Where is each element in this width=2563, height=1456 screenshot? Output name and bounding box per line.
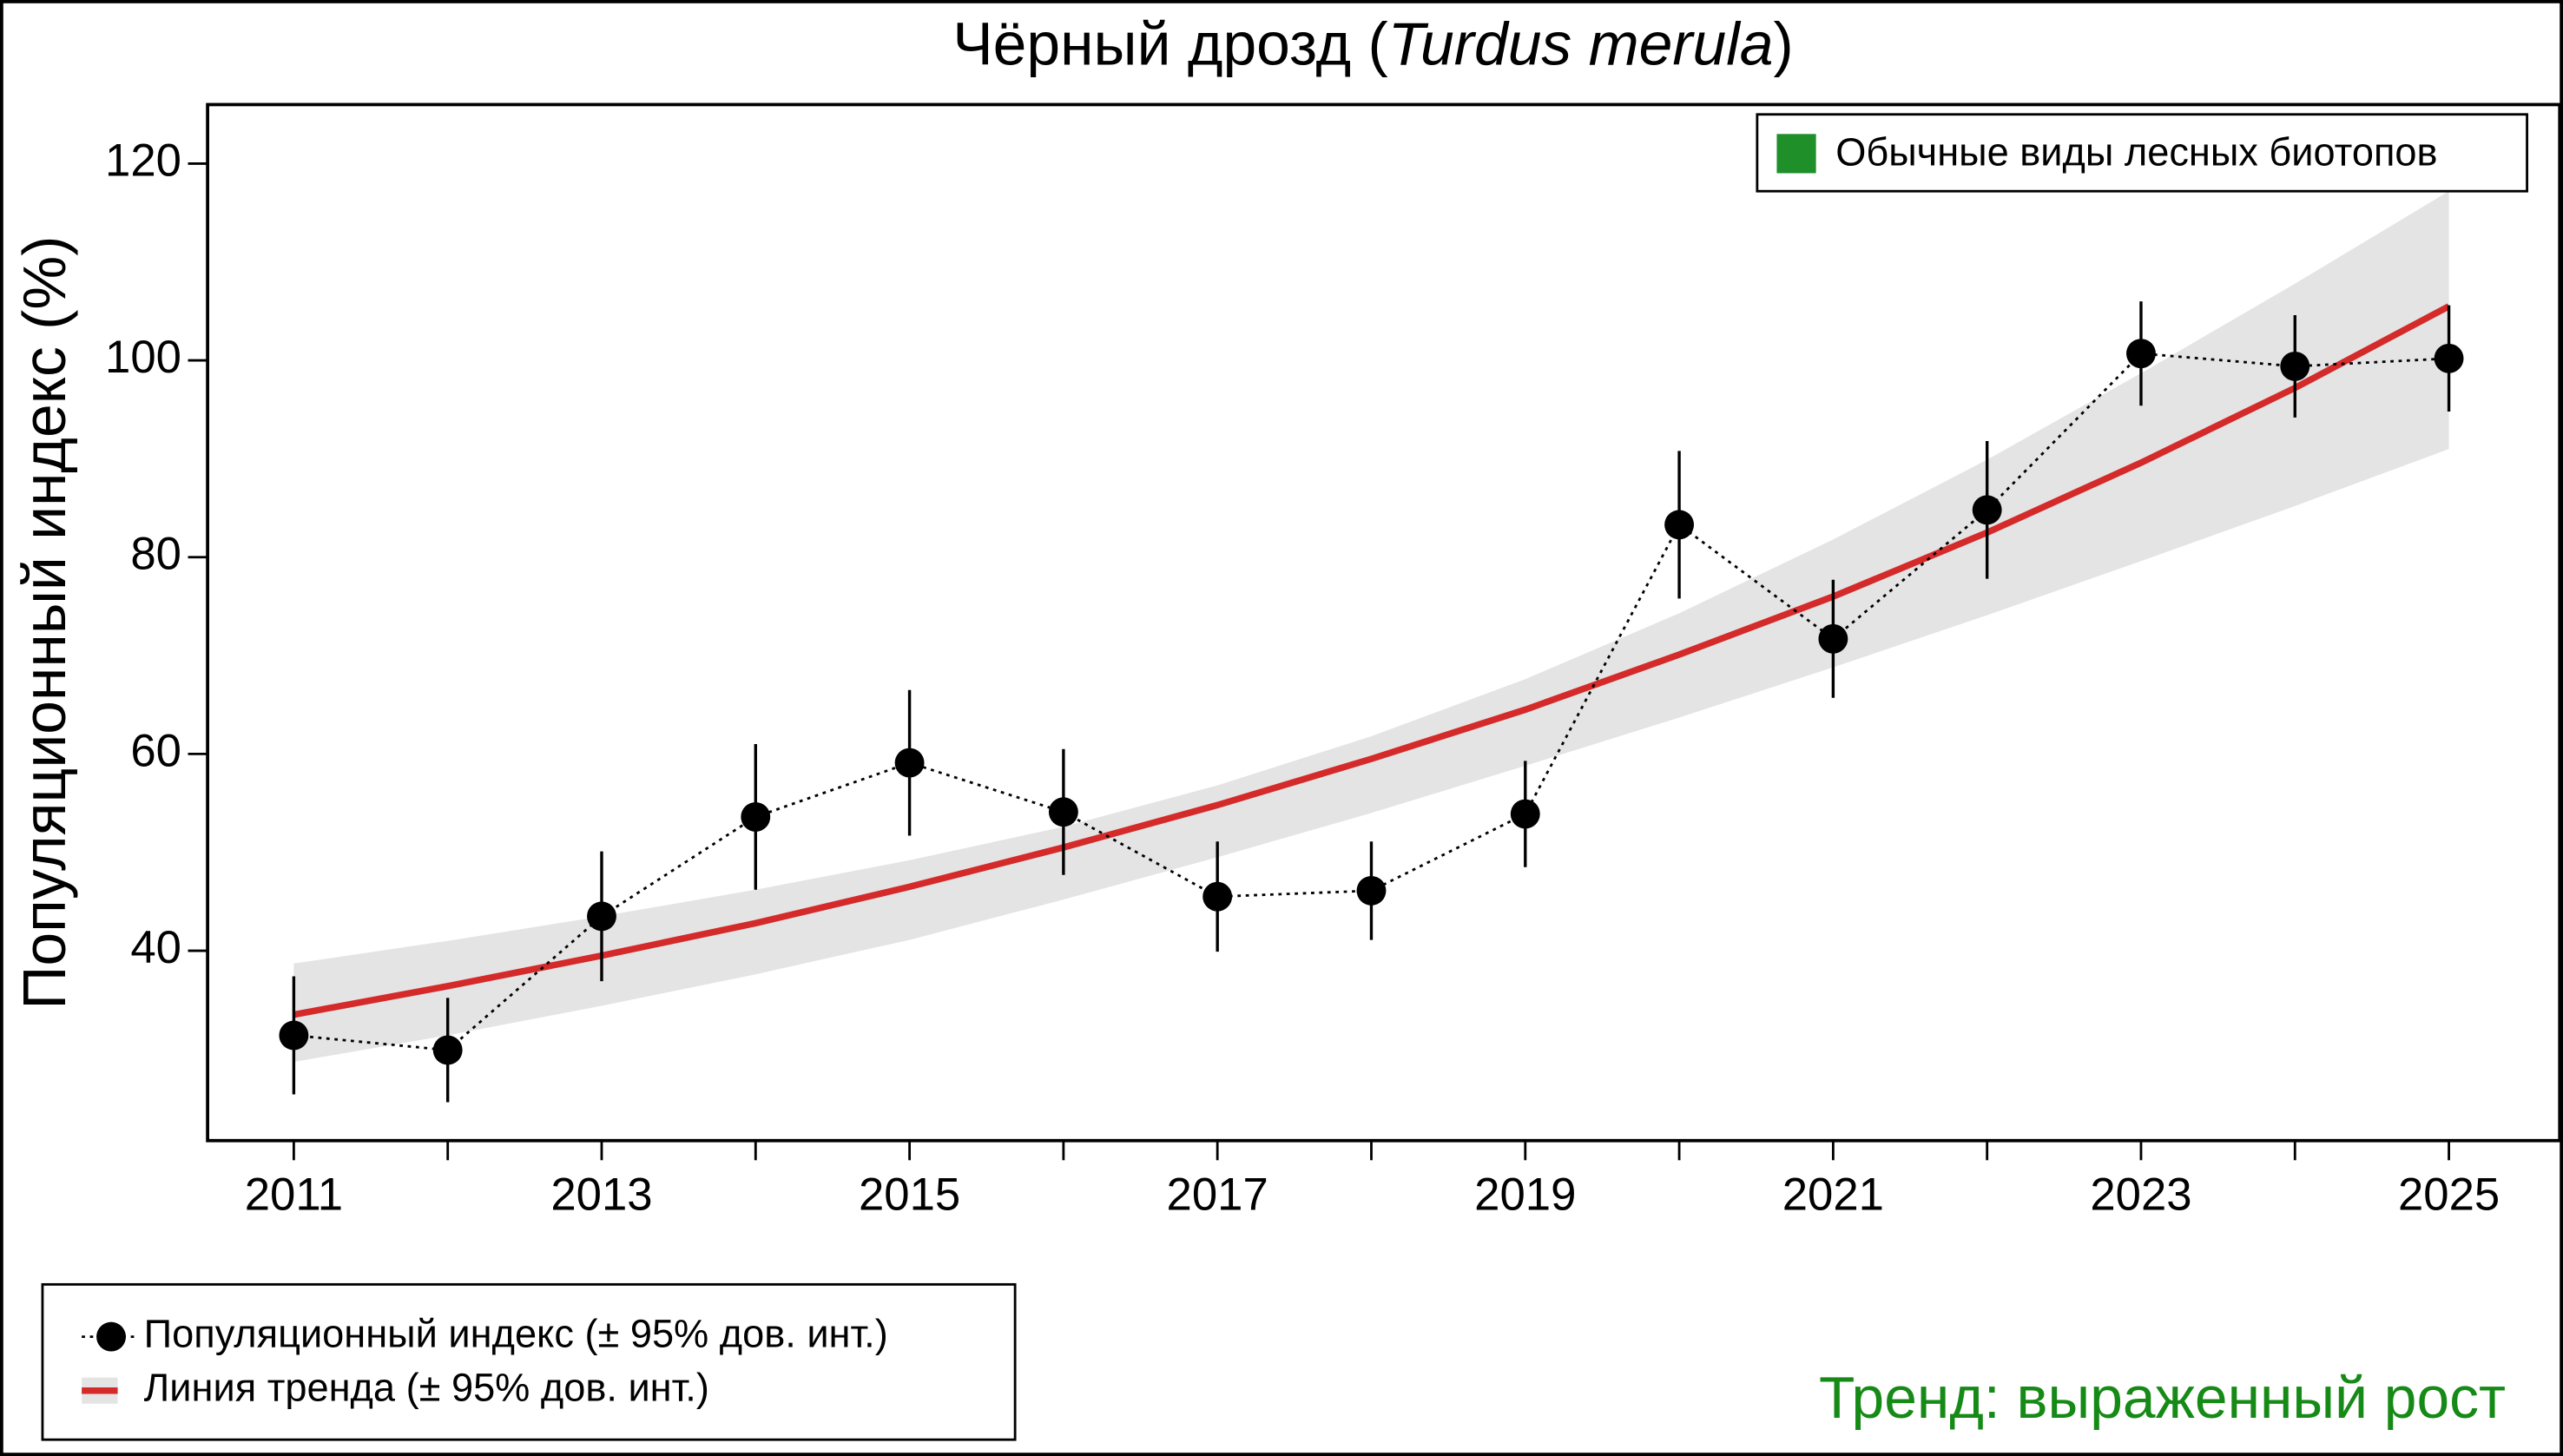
trend-line <box>293 303 2451 1018</box>
legend-label: Популяционный индекс (± 95% дов. инт.) <box>144 1312 888 1356</box>
group-swatch <box>1776 134 1816 174</box>
x-tick-label: 2025 <box>2398 1169 2500 1221</box>
data-point <box>1356 875 1387 906</box>
data-point <box>894 748 925 778</box>
data-point <box>587 901 616 932</box>
plot-border <box>206 102 2562 1143</box>
data-point <box>1972 495 2002 525</box>
x-tick-label: 2015 <box>859 1169 960 1221</box>
y-tick-label: 60 <box>130 725 181 776</box>
data-point <box>1818 623 1848 654</box>
data-point <box>1048 797 1078 827</box>
data-point <box>2126 339 2156 369</box>
data-point <box>741 801 771 832</box>
y-axis-label: Популяционный индекс (%) <box>10 236 78 1010</box>
y-tick-label: 80 <box>130 529 181 580</box>
group-legend <box>1756 113 2528 193</box>
group-label: Обычные виды лесных биотопов <box>1835 130 2437 175</box>
x-tick-label: 2021 <box>1782 1169 1884 1221</box>
data-point <box>1664 510 1695 540</box>
y-tick-label: 100 <box>105 332 181 383</box>
x-tick-label: 2023 <box>2090 1169 2191 1221</box>
x-tick-label: 2011 <box>245 1169 343 1221</box>
legend-label: Линия тренда (± 95% дов. инт.) <box>144 1366 709 1410</box>
data-point <box>279 1020 309 1051</box>
legend-marker <box>96 1321 126 1352</box>
legend <box>41 1282 1017 1441</box>
data-point <box>1510 799 1540 829</box>
x-tick-label: 2013 <box>550 1169 652 1221</box>
chart-title: Чёрный дрозд (Turdus merula) <box>952 10 1793 78</box>
data-point <box>432 1035 463 1065</box>
data-point <box>2280 351 2310 381</box>
plot-area <box>279 191 2464 1103</box>
x-tick-label: 2017 <box>1167 1169 1268 1221</box>
y-tick-label: 120 <box>105 135 181 186</box>
x-tick-label: 2019 <box>1474 1169 1576 1221</box>
annotation: Тренд: выраженный рост <box>1819 1366 2506 1431</box>
data-point <box>1202 881 1233 912</box>
data-point <box>2434 343 2464 373</box>
y-tick-label: 40 <box>130 922 181 973</box>
